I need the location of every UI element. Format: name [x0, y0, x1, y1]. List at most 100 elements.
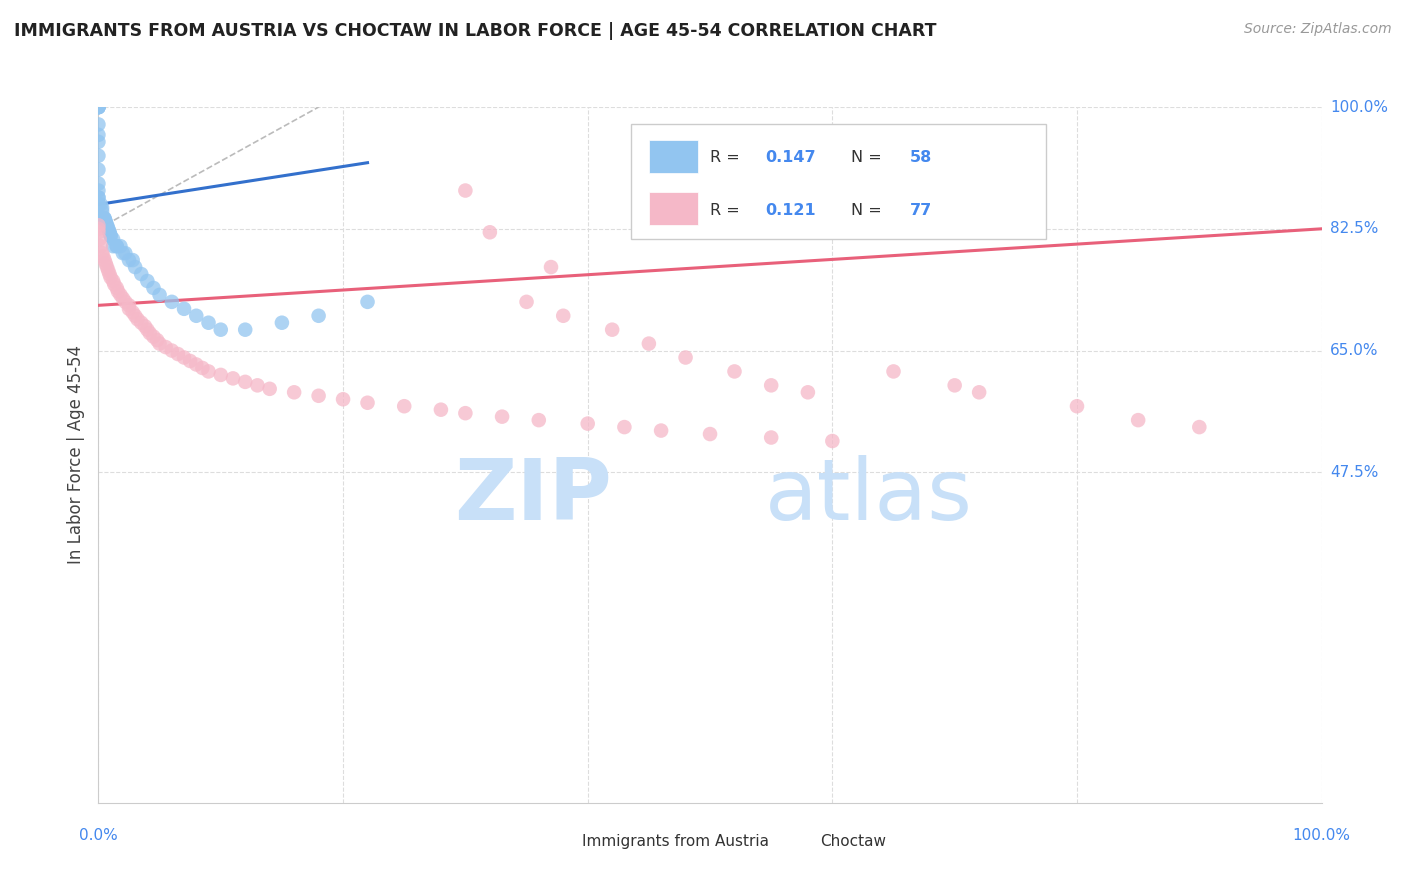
- Point: [576, 417, 599, 431]
- Text: 0.147: 0.147: [765, 150, 815, 165]
- Point: [100, 228, 122, 243]
- Text: IMMIGRANTS FROM AUSTRIA VS CHOCTAW IN LABOR FORCE | AGE 45-54 CORRELATION CHART: IMMIGRANTS FROM AUSTRIA VS CHOCTAW IN LA…: [14, 22, 936, 40]
- Text: 0.121: 0.121: [765, 202, 815, 218]
- Point: [94, 215, 117, 229]
- Point: [308, 309, 330, 323]
- Point: [87, 184, 110, 198]
- Text: ZIP: ZIP: [454, 455, 612, 538]
- Point: [142, 281, 165, 295]
- Point: [91, 246, 114, 260]
- Point: [100, 228, 122, 243]
- Point: [761, 431, 783, 445]
- Point: [107, 285, 129, 299]
- Point: [98, 225, 121, 239]
- Point: [129, 267, 152, 281]
- Point: [87, 149, 110, 163]
- Point: [356, 294, 378, 309]
- Point: [761, 378, 783, 392]
- Y-axis label: In Labor Force | Age 45-54: In Labor Force | Age 45-54: [66, 345, 84, 565]
- Point: [93, 211, 115, 226]
- Point: [637, 336, 661, 351]
- Point: [91, 250, 114, 264]
- Point: [491, 409, 513, 424]
- Point: [1188, 420, 1211, 434]
- Text: 100.0%: 100.0%: [1292, 828, 1351, 843]
- Point: [121, 305, 143, 319]
- Point: [699, 427, 721, 442]
- Text: 77: 77: [910, 202, 932, 218]
- Text: 82.5%: 82.5%: [1330, 221, 1378, 236]
- FancyBboxPatch shape: [765, 830, 811, 853]
- Point: [114, 246, 136, 260]
- Point: [527, 413, 550, 427]
- Point: [197, 364, 219, 378]
- Point: [139, 326, 162, 340]
- Point: [87, 190, 110, 204]
- Point: [675, 351, 697, 365]
- Text: 0.0%: 0.0%: [79, 828, 118, 843]
- Point: [111, 291, 134, 305]
- Point: [540, 260, 562, 274]
- Point: [136, 274, 159, 288]
- FancyBboxPatch shape: [630, 124, 1046, 239]
- Point: [127, 312, 149, 326]
- Point: [94, 215, 117, 229]
- Point: [797, 385, 820, 400]
- Point: [87, 222, 110, 236]
- Point: [121, 253, 143, 268]
- Point: [114, 294, 136, 309]
- Text: Source: ZipAtlas.com: Source: ZipAtlas.com: [1244, 22, 1392, 37]
- Point: [97, 263, 120, 277]
- Point: [600, 323, 623, 337]
- Text: N =: N =: [851, 202, 887, 218]
- Point: [103, 277, 125, 292]
- Point: [155, 340, 177, 354]
- Point: [332, 392, 354, 407]
- Point: [209, 323, 232, 337]
- Point: [90, 239, 112, 253]
- Point: [87, 197, 110, 211]
- Point: [91, 211, 114, 226]
- Point: [186, 358, 208, 372]
- Point: [515, 294, 537, 309]
- Point: [90, 197, 112, 211]
- Point: [943, 378, 966, 392]
- Point: [101, 239, 124, 253]
- Point: [91, 204, 114, 219]
- Point: [478, 225, 501, 239]
- Point: [259, 382, 281, 396]
- Point: [1128, 413, 1150, 427]
- Point: [308, 389, 330, 403]
- Point: [209, 368, 232, 382]
- Point: [723, 364, 745, 378]
- Point: [93, 253, 115, 268]
- Point: [222, 371, 245, 385]
- Point: [149, 288, 172, 302]
- Point: [87, 162, 110, 177]
- FancyBboxPatch shape: [526, 830, 574, 853]
- Point: [124, 260, 146, 274]
- Point: [101, 274, 124, 288]
- Point: [101, 232, 124, 246]
- Point: [98, 225, 121, 239]
- Point: [967, 385, 990, 400]
- Point: [97, 222, 120, 236]
- Point: [179, 354, 201, 368]
- Point: [821, 434, 844, 448]
- Point: [87, 177, 110, 191]
- Point: [91, 201, 114, 215]
- Point: [454, 406, 477, 420]
- Point: [197, 316, 219, 330]
- Text: 65.0%: 65.0%: [1330, 343, 1378, 358]
- Text: 100.0%: 100.0%: [1330, 100, 1388, 114]
- Point: [553, 309, 575, 323]
- Text: Immigrants from Austria: Immigrants from Austria: [582, 834, 769, 849]
- Point: [96, 260, 118, 274]
- Point: [1066, 399, 1088, 413]
- Point: [134, 319, 156, 334]
- Point: [87, 100, 110, 114]
- Point: [118, 253, 141, 268]
- Point: [118, 301, 141, 316]
- Point: [87, 225, 110, 239]
- Point: [96, 219, 118, 233]
